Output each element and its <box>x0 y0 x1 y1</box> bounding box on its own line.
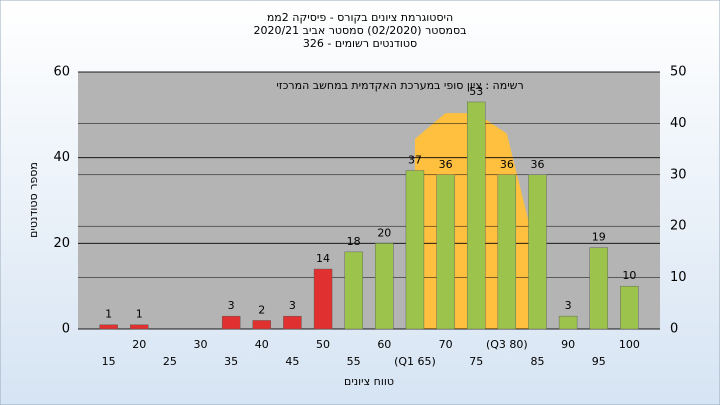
data-label: 3 <box>565 299 572 312</box>
y2-tick-label: 30 <box>670 167 687 182</box>
y2-tick-label: 40 <box>670 116 687 131</box>
data-label: 3 <box>228 299 235 312</box>
data-label: 14 <box>316 252 330 265</box>
bar <box>620 285 639 330</box>
chart-subtitle: בסמסטר (02/2020) סמסטר אביב 2020/21 <box>253 24 466 37</box>
x-tick-label: 20 <box>132 338 146 351</box>
y-tick-label: 20 <box>53 236 70 251</box>
x-tick-label: 95 <box>592 355 606 368</box>
data-label: 36 <box>500 158 514 171</box>
y2-tick-label: 0 <box>670 322 678 337</box>
bar <box>375 243 394 330</box>
x-tick-label: 85 <box>530 355 544 368</box>
data-label: 53 <box>469 85 483 98</box>
y2-tick-label: 20 <box>670 219 687 234</box>
data-label: 10 <box>622 269 636 282</box>
bar <box>558 315 578 330</box>
data-label: 1 <box>105 308 112 321</box>
plot-area <box>78 72 660 329</box>
x-tick-label: 35 <box>224 355 238 368</box>
bar <box>405 170 425 330</box>
data-label: 36 <box>530 158 544 171</box>
x-tick-label: 60 <box>377 338 391 351</box>
x-axis-label: טווח ציונים <box>344 375 394 388</box>
bar <box>528 174 547 330</box>
bar <box>99 324 118 330</box>
x-tick-label: 90 <box>561 338 575 351</box>
x-tick-label: 45 <box>285 355 299 368</box>
x-tick-label: 50 <box>316 338 330 351</box>
y2-tick-label: 50 <box>670 65 687 80</box>
data-label: 2 <box>258 303 265 316</box>
bar <box>344 251 363 330</box>
bar <box>221 315 241 330</box>
annotation: רשימה : ציון סופי במערכת האקדמית במחשב ה… <box>276 79 523 92</box>
x-tick-label: 15 <box>102 355 116 368</box>
bar <box>497 174 517 330</box>
chart-title: היסטוגרמת ציונים בקורס - פיסיקה 2ממ <box>267 11 453 24</box>
chart-subtitle: סטודנטים רשומים - 326 <box>303 37 417 50</box>
y-tick-label: 40 <box>53 150 70 165</box>
x-tick-label: (Q3 80) <box>486 338 528 351</box>
data-label: 19 <box>592 231 606 244</box>
y-axis-label: מספר סטודנטים <box>27 162 40 238</box>
y-tick-label: 60 <box>53 65 70 80</box>
bar <box>467 101 486 330</box>
x-tick-label: 100 <box>619 338 640 351</box>
data-label: 20 <box>377 226 391 239</box>
x-tick-label: 25 <box>163 355 177 368</box>
x-tick-label: 75 <box>469 355 483 368</box>
x-tick-label: 40 <box>255 338 269 351</box>
data-label: 1 <box>136 308 143 321</box>
bar <box>436 174 455 330</box>
bar <box>283 315 302 330</box>
x-tick-label: (Q1 65) <box>394 355 436 368</box>
bar <box>589 247 608 330</box>
data-label: 18 <box>347 235 361 248</box>
y-tick-label: 0 <box>62 322 70 337</box>
data-label: 36 <box>439 158 453 171</box>
x-tick-label: 30 <box>194 338 208 351</box>
y2-tick-label: 10 <box>670 270 687 285</box>
data-label: 37 <box>408 154 422 167</box>
bar <box>252 320 271 330</box>
bar <box>130 324 149 330</box>
bar <box>313 268 333 330</box>
data-label: 3 <box>289 299 296 312</box>
x-tick-label: 55 <box>347 355 361 368</box>
x-tick-label: 70 <box>439 338 453 351</box>
